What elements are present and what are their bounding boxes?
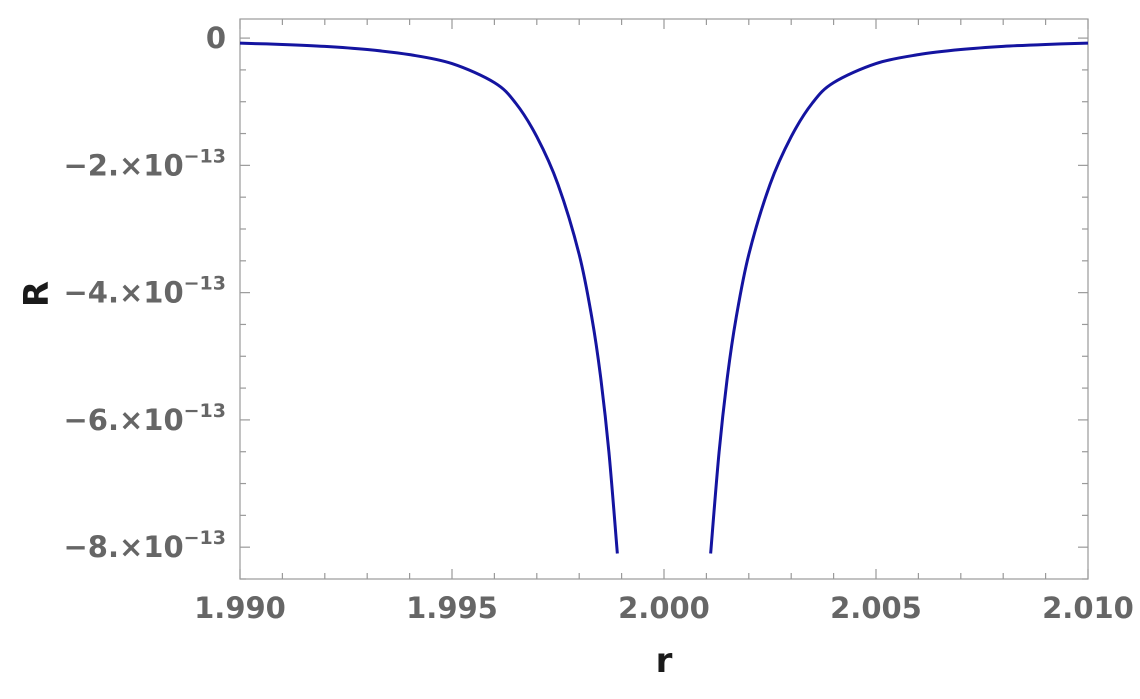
x-tick-label: 2.010 bbox=[1042, 591, 1134, 625]
y-tick-label: −6.×10−13 bbox=[63, 400, 226, 437]
y-axis-ticks: 0−2.×10−13−4.×10−13−6.×10−13−8.×10−13 bbox=[63, 21, 1088, 580]
y-tick-exponent: −13 bbox=[184, 400, 226, 422]
y-axis-label: R bbox=[17, 281, 57, 307]
y-tick-label: −2.×10−13 bbox=[63, 145, 226, 182]
x-tick-label: 1.995 bbox=[406, 591, 498, 625]
y-tick-exponent: −13 bbox=[184, 145, 226, 167]
x-axis-ticks: 1.990 1.995 2.000 2.005 2.010 bbox=[194, 19, 1134, 625]
y-tick-mantissa: −8.×10 bbox=[63, 530, 183, 564]
y-tick-label: 0 bbox=[206, 21, 226, 55]
y-tick-mantissa: −2.×10 bbox=[63, 148, 183, 182]
series-line-segment bbox=[239, 41, 619, 554]
x-tick-label: 2.000 bbox=[618, 591, 710, 625]
y-tick-exponent: −13 bbox=[184, 273, 226, 295]
y-tick-exponent: −13 bbox=[184, 527, 226, 549]
plot-frame bbox=[239, 18, 1089, 580]
y-tick-label: −4.×10−13 bbox=[63, 273, 226, 310]
series-layer bbox=[239, 41, 1089, 554]
y-tick-mantissa: −6.×10 bbox=[63, 403, 183, 437]
x-tick-label: 2.005 bbox=[830, 591, 922, 625]
x-tick-label: 1.990 bbox=[194, 591, 286, 625]
y-tick-label: −8.×10−13 bbox=[63, 527, 226, 564]
series-line-segment bbox=[709, 41, 1089, 554]
x-axis-label: r bbox=[656, 641, 673, 681]
y-tick-mantissa: −4.×10 bbox=[63, 276, 183, 310]
